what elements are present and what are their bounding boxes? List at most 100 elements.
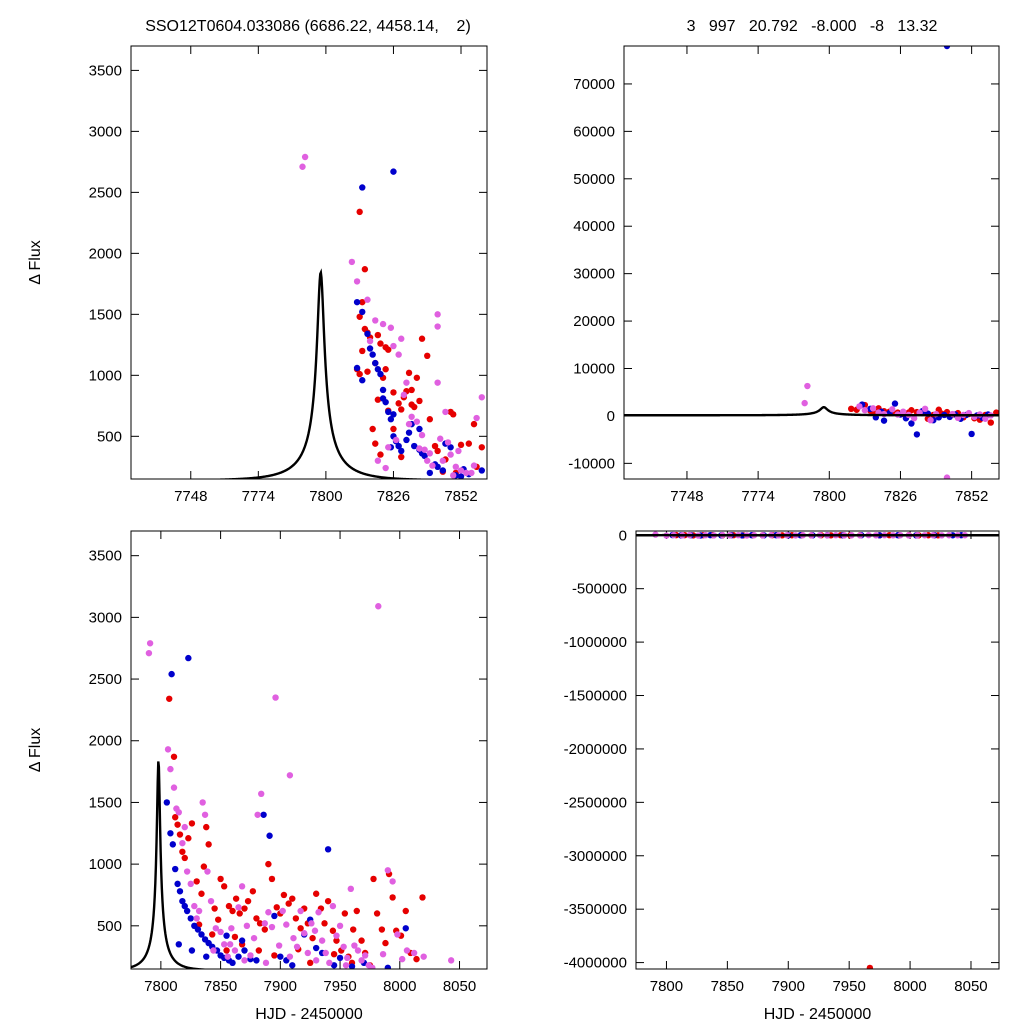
data-point-red: [847, 405, 855, 413]
data-point-blue: [312, 944, 320, 952]
data-point-magenta: [392, 436, 400, 444]
data-point-magenta: [403, 947, 411, 954]
data-point-magenta: [175, 809, 182, 816]
data-point-red: [987, 419, 994, 426]
y-tick-label: 2500: [89, 184, 122, 201]
data-point-blue: [447, 444, 454, 451]
panel-bottom-left: 7800 7850 7900 7950 8000 8050 500 1000 1500 2000 2…: [27, 530, 488, 1023]
data-point-blue: [324, 846, 332, 853]
data-point-magenta: [342, 962, 350, 969]
data-point-magenta: [195, 907, 203, 915]
data-point-red: [176, 831, 184, 838]
data-point-magenta: [220, 941, 228, 948]
data-point-magenta: [247, 952, 254, 959]
data-point-blue: [241, 947, 248, 954]
data-point-blue: [716, 524, 722, 530]
data-point-red: [297, 925, 304, 932]
data-point-blue: [395, 442, 402, 450]
data-point-blue: [260, 811, 267, 818]
data-point-red: [174, 821, 181, 828]
data-point-magenta: [258, 790, 265, 797]
data-point-red: [333, 937, 340, 944]
data-point-red: [312, 890, 320, 897]
data-point-blue: [235, 953, 242, 960]
data-point-magenta: [318, 937, 326, 944]
x-tick-label: 7800: [813, 488, 846, 505]
data-point-magenta: [204, 868, 211, 875]
data-point-magenta: [403, 379, 410, 386]
x-tick-label: 7850: [204, 978, 237, 995]
data-point-magenta: [384, 867, 392, 874]
data-point-red: [220, 883, 228, 890]
data-point-red: [419, 894, 426, 901]
data-point-magenta: [426, 450, 434, 457]
y-tick-label: 500: [97, 918, 122, 935]
data-point-magenta: [389, 878, 396, 885]
model-curve: [624, 405, 999, 417]
y-tick-label: 2000: [89, 733, 122, 750]
data-point-blue: [359, 308, 366, 316]
data-point-blue: [238, 937, 246, 944]
data-point-magenta: [179, 839, 186, 847]
data-point-blue: [457, 473, 465, 479]
data-point-magenta: [418, 431, 426, 439]
plot-frame: [130, 530, 488, 970]
panel-top-right: 7748 7774 7800 7826 7852 -10000 0 10000 20000 300…: [568, 45, 1000, 505]
data-point-red: [249, 888, 257, 895]
x-tick-label: 7826: [884, 488, 917, 505]
data-point-magenta: [442, 408, 449, 416]
data-point-magenta: [279, 907, 286, 915]
y-tick-label: 1000: [89, 856, 122, 873]
data-points: [145, 603, 455, 969]
data-point-blue: [968, 430, 975, 438]
data-point-magenta: [268, 923, 276, 931]
data-point-blue: [174, 880, 181, 888]
data-point-magenta: [413, 418, 421, 425]
x-tick-label: 7950: [323, 978, 356, 995]
data-point-magenta: [457, 467, 465, 474]
data-point-magenta: [450, 472, 457, 479]
data-point-blue: [194, 926, 202, 933]
y-axis-label: Δ Flux: [27, 240, 44, 284]
data-point-magenta: [408, 413, 415, 420]
data-point-red: [225, 902, 233, 910]
data-point-blue: [336, 954, 344, 962]
data-point-red: [398, 453, 405, 461]
data-point-magenta: [899, 408, 907, 415]
data-point-magenta: [398, 335, 405, 342]
data-point-magenta: [146, 640, 154, 647]
data-point-blue: [364, 330, 371, 338]
data-point-red: [324, 897, 332, 905]
data-point-red: [411, 403, 418, 411]
data-point-magenta: [308, 920, 315, 927]
data-point-red: [179, 848, 186, 855]
data-point-magenta: [364, 296, 371, 303]
data-point-magenta: [217, 928, 224, 936]
data-point-red: [271, 952, 278, 959]
data-point-red: [181, 854, 188, 862]
data-point-blue: [223, 932, 230, 939]
data-point-blue: [179, 897, 186, 905]
data-point-magenta: [429, 462, 436, 469]
y-tick-label: -4000000: [564, 955, 627, 972]
data-point-magenta: [167, 765, 174, 773]
data-point-red: [193, 878, 200, 885]
data-point-magenta: [400, 391, 408, 399]
data-point-magenta: [238, 883, 246, 890]
data-point-blue: [198, 931, 205, 938]
data-point-red: [185, 835, 192, 842]
data-point-magenta: [434, 311, 441, 318]
data-point-magenta: [340, 943, 347, 950]
data-point-magenta: [434, 323, 441, 330]
data-point-magenta: [164, 746, 172, 753]
data-point-red: [413, 374, 421, 381]
data-point-magenta: [297, 907, 304, 915]
data-point-red: [265, 860, 272, 868]
x-tick-label: 7800: [650, 978, 683, 995]
data-point-magenta: [366, 337, 374, 345]
y-tick-label: -2000000: [564, 741, 627, 758]
data-point-red: [478, 444, 486, 451]
y-tick-label: -3500000: [564, 901, 627, 918]
data-point-red: [389, 894, 396, 901]
data-point-magenta: [224, 953, 231, 960]
